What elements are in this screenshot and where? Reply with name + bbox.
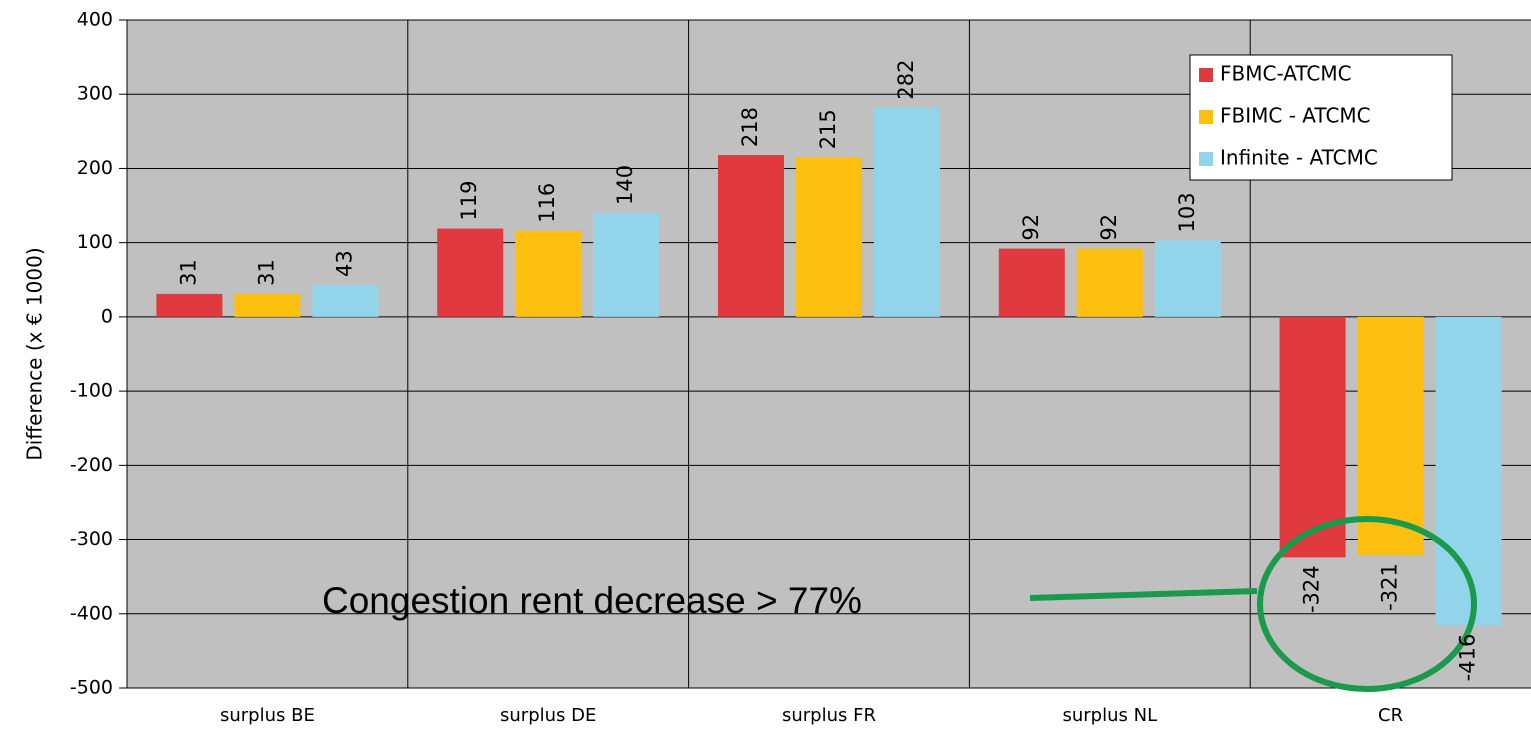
value-label: 215 [816, 109, 840, 149]
bar [874, 107, 940, 317]
y-tick-label: -500 [70, 677, 113, 699]
value-label: 31 [176, 259, 200, 286]
legend-swatch [1199, 68, 1213, 82]
x-tick-label: surplus BE [220, 705, 315, 726]
legend-swatch [1199, 152, 1213, 166]
y-tick-label: 100 [77, 231, 113, 253]
bar [437, 228, 504, 317]
annotation-ellipse [1257, 516, 1477, 692]
annotation-arrow [1029, 588, 1258, 601]
legend-swatch [1199, 110, 1213, 124]
bar [1279, 316, 1346, 558]
bar [998, 248, 1065, 317]
bar [515, 230, 582, 317]
bar [718, 155, 784, 317]
value-label: 282 [894, 59, 918, 99]
x-tick-label: surplus DE [500, 705, 596, 726]
value-label: 92 [1019, 214, 1043, 241]
bar [234, 293, 301, 317]
x-tick-label: surplus FR [782, 705, 876, 726]
bar [796, 157, 862, 317]
y-axis-label: Difference (x € 1000) [23, 247, 47, 460]
y-tick-label: 400 [77, 9, 113, 31]
value-label: -416 [1456, 634, 1480, 682]
legend-label: Infinite - ATCMC [1220, 146, 1378, 170]
y-tick-label: -300 [70, 528, 113, 550]
annotation: Congestion rent decrease > 77% [322, 580, 862, 621]
value-label: 43 [332, 250, 356, 277]
bar [312, 284, 379, 317]
y-tick-label: -200 [70, 454, 113, 476]
value-label: 92 [1097, 214, 1121, 241]
value-label: 31 [254, 259, 278, 286]
value-label: 103 [1175, 192, 1199, 232]
y-tick-label: 0 [101, 305, 113, 327]
bar [1154, 240, 1221, 317]
y-tick-label: -100 [70, 380, 113, 402]
value-label: -321 [1378, 563, 1402, 611]
bar [1357, 316, 1424, 556]
value-label: 119 [457, 180, 481, 220]
value-label: 116 [535, 183, 559, 223]
value-label: -324 [1300, 565, 1324, 613]
bar [156, 293, 223, 317]
bar [593, 212, 660, 317]
y-tick-label: -400 [70, 602, 113, 624]
y-tick-label: 300 [77, 83, 113, 105]
legend-label: FBIMC - ATCMC [1220, 104, 1371, 128]
x-tick-label: surplus NL [1062, 705, 1157, 726]
x-tick-label: CR [1378, 705, 1403, 726]
legend-box [1189, 54, 1453, 181]
y-tick-label: 200 [77, 157, 113, 179]
legend: FBMC-ATCMC FBIMC - ATCMC Infinite - ATCMC [1189, 54, 1453, 181]
legend-label: FBMC-ATCMC [1220, 62, 1352, 86]
value-label: 140 [613, 165, 637, 205]
value-label: 218 [738, 107, 762, 147]
bar [1076, 248, 1143, 317]
